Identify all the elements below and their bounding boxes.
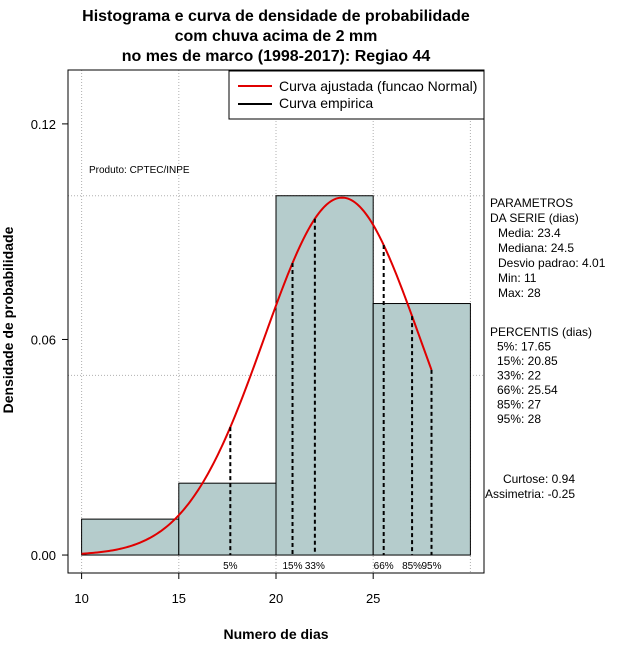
chart-title-line-1: Histograma e curva de densidade de proba… <box>82 8 470 25</box>
parametros-line-0: PARAMETROS <box>490 196 573 210</box>
percentile-label-0: 5% <box>223 561 238 572</box>
percentis-line-2: 15%: 20.85 <box>497 354 558 368</box>
parametros-line-4: Desvio padrao: 4.01 <box>498 256 606 270</box>
percentis-line-3: 33%: 22 <box>497 369 541 383</box>
percentis-line-5: 85%: 27 <box>497 398 541 412</box>
legend-label-normal: Curva ajustada (funcao Normal) <box>279 78 477 94</box>
parametros-line-1: DA SERIE (dias) <box>490 211 579 225</box>
x-tick-label-3: 25 <box>366 591 380 606</box>
x-axis-title: Numero de dias <box>223 626 328 642</box>
parametros-line-2: Media: 23.4 <box>498 226 561 240</box>
y-tick-label-0: 0.00 <box>31 548 56 563</box>
normal-curve <box>81 196 433 555</box>
percentis-line-6: 95%: 28 <box>497 412 541 426</box>
percentile-label-3: 66% <box>374 561 394 572</box>
product-label: Produto: CPTEC/INPE <box>89 165 190 176</box>
histogram-bars <box>81 195 471 556</box>
y-tick-label-2: 0.12 <box>31 117 56 132</box>
percentis-line-0: PERCENTIS (dias) <box>490 325 592 339</box>
y-tick-label-1: 0.06 <box>31 332 56 347</box>
percentis-line-4: 66%: 25.54 <box>497 383 558 397</box>
percentile-label-1: 15% <box>283 561 303 572</box>
percentis-line-1: 5%: 17.65 <box>497 340 551 354</box>
x-tick-label-1: 15 <box>172 591 186 606</box>
shape-line-1: Assimetria: -0.25 <box>485 487 575 501</box>
histogram-bar-1 <box>178 482 277 556</box>
x-tick-label-0: 10 <box>74 591 88 606</box>
parametros-line-6: Max: 28 <box>498 286 541 300</box>
percentile-label-4: 85% <box>402 561 422 572</box>
legend-label-empirical: Curva empirica <box>279 95 373 111</box>
legend: Curva ajustada (funcao Normal) Curva emp… <box>228 70 485 120</box>
percentile-label-2: 33% <box>305 561 325 572</box>
normal-curve-layer <box>81 196 433 555</box>
histogram-bar-0 <box>81 518 180 556</box>
chart-title-line-3: no mes de marco (1998-2017): Regiao 44 <box>122 48 431 65</box>
histogram-bar-2 <box>275 195 374 556</box>
axes: 10 15 20 25 0.00 0.06 0.12 <box>31 69 485 606</box>
parametros-line-5: Min: 11 <box>498 271 537 285</box>
chart-title-line-2: com chuva acima de 2 mm <box>175 28 378 45</box>
parametros-line-3: Mediana: 24.5 <box>498 241 574 255</box>
percentile-markers: 5% 15% 33% 66% 85% 95% <box>223 218 442 572</box>
shape-line-0: Curtose: 0.94 <box>503 472 575 486</box>
legend-box <box>228 70 485 120</box>
percentile-label-5: 95% <box>422 561 442 572</box>
y-axis-title: Densidade de probabilidade <box>0 226 16 413</box>
x-tick-label-2: 20 <box>269 591 283 606</box>
